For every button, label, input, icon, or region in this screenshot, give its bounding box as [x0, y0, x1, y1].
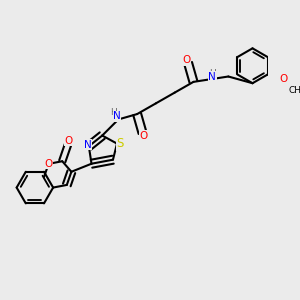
- Text: O: O: [64, 136, 73, 146]
- Text: N: N: [113, 111, 121, 121]
- Text: S: S: [116, 137, 124, 150]
- Text: N: N: [208, 71, 216, 82]
- Text: N: N: [84, 140, 92, 150]
- Text: O: O: [183, 56, 191, 65]
- Text: H: H: [209, 69, 216, 78]
- Text: O: O: [279, 74, 287, 83]
- Text: CH₃: CH₃: [288, 86, 300, 95]
- Text: H: H: [110, 108, 117, 117]
- Text: O: O: [44, 159, 53, 169]
- Text: O: O: [140, 130, 148, 140]
